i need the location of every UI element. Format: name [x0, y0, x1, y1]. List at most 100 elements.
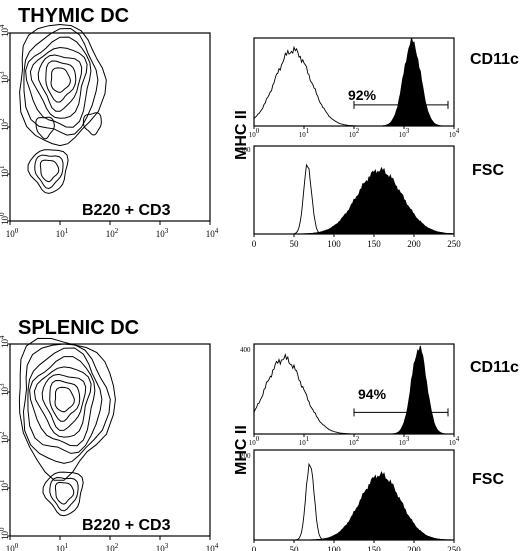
contour-ring	[41, 373, 87, 431]
histogram-x-tick-base: 10	[299, 439, 307, 447]
contour-x-tick-label: 104	[206, 542, 219, 551]
histogram-filled-series	[254, 37, 454, 127]
contour-x-tick-base: 10	[206, 544, 216, 551]
histogram-x-tick-label: 102	[349, 435, 360, 447]
contour-y-tick-exp: 3	[0, 71, 6, 75]
thymic-cd11c-gate-percent: 92%	[348, 87, 377, 103]
contour-x-tick-label: 101	[56, 542, 69, 551]
histogram-x-tick-exp: 2	[356, 435, 360, 443]
histogram-x-tick-label: 103	[399, 435, 410, 447]
contour-y-tick-base: 10	[0, 435, 10, 445]
contour-y-tick-base: 10	[0, 28, 10, 38]
splenic-fsc-curves	[254, 462, 455, 541]
contour-ring	[82, 112, 102, 136]
splenic-cd11c-ticks: 100 101 102 103 104	[249, 434, 460, 447]
splenic-contour-plot: 100101102103104100101102103104 B220 + CD…	[0, 335, 250, 551]
histogram-x-tick-label: 104	[449, 127, 460, 139]
contour-y-tick-base: 10	[0, 339, 10, 349]
histogram-x-tick-base: 10	[349, 131, 357, 139]
histogram-x-tick-exp: 0	[256, 127, 260, 135]
splenic-xlabel: B220 + CD3	[82, 517, 171, 534]
contour-y-tick-exp: 2	[0, 431, 6, 435]
contour-x-tick-base: 10	[56, 544, 66, 551]
splenic-cd11c-gate-percent: 94%	[358, 386, 387, 402]
x-tick-label: 100	[327, 545, 341, 551]
histogram-x-tick-base: 10	[449, 439, 457, 447]
splenic-cd11c-label: CD11c	[470, 359, 519, 376]
thymic-cd11c-gate	[353, 100, 449, 109]
histogram-x-tick-label: 102	[349, 127, 360, 139]
contour-x-tick-exp: 0	[15, 542, 19, 550]
contour-ring	[27, 347, 103, 454]
contour-ring	[33, 366, 92, 438]
histogram-x-tick-base: 10	[249, 131, 257, 139]
contour-x-tick-label: 103	[156, 542, 169, 551]
y-tick-group: 100	[0, 212, 10, 225]
contour-x-tick-base: 10	[156, 544, 166, 551]
splenic-contour-ticks: 100101102103104100101102103104	[0, 335, 219, 551]
y-tick-group: 102	[0, 431, 10, 444]
histogram-x-tick-exp: 2	[356, 127, 360, 135]
contour-ring	[25, 36, 92, 128]
thymic-fsc-histogram: 300 0 50 100 150 200 250 FSC	[240, 145, 504, 249]
contour-x-tick-label: 100	[6, 542, 19, 551]
y-tick-group: 101	[0, 165, 10, 178]
contour-x-tick-base: 10	[6, 544, 16, 551]
contour-x-tick-base: 10	[206, 229, 216, 239]
contour-ring	[39, 159, 60, 183]
contour-x-tick-exp: 1	[65, 227, 69, 235]
contour-y-tick-label: 101	[0, 479, 10, 492]
y-tick-group: 102	[0, 118, 10, 131]
contour-ring	[49, 476, 79, 512]
thymic-cd11c-label: CD11c	[470, 51, 519, 68]
contour-x-tick-exp: 0	[15, 227, 19, 235]
contour-ring	[27, 149, 69, 194]
contour-ring	[29, 356, 96, 447]
contour-x-tick-exp: 3	[165, 227, 169, 235]
contour-y-tick-exp: 1	[0, 165, 6, 169]
contour-x-tick-exp: 4	[215, 227, 219, 235]
contour-y-tick-exp: 2	[0, 118, 6, 122]
x-tick-label: 0	[252, 545, 257, 551]
splenic-block: SPLENIC DC 10010110210310410010110210310…	[0, 317, 519, 551]
histogram-x-tick-label: 103	[399, 127, 410, 139]
histogram-x-tick-base: 10	[449, 131, 457, 139]
contour-y-tick-label: 103	[0, 383, 10, 396]
contour-y-tick-exp: 4	[0, 24, 6, 28]
y-tick-group: 104	[0, 24, 10, 37]
histogram-x-tick-label: 100	[249, 127, 260, 139]
contour-x-tick-base: 10	[56, 229, 66, 239]
contour-x-tick-exp: 1	[65, 542, 69, 550]
contour-ring	[35, 116, 55, 140]
x-tick-label: 0	[252, 239, 257, 249]
thymic-fsc-curves	[254, 163, 455, 235]
contour-y-tick-base: 10	[0, 75, 10, 85]
contour-x-tick-label: 103	[156, 227, 169, 239]
contour-y-tick-label: 104	[0, 335, 10, 348]
x-tick-label: 50	[290, 239, 300, 249]
thymic-fsc-ymax: 300	[240, 146, 251, 154]
contour-ring	[50, 67, 71, 93]
x-tick-label: 250	[447, 239, 461, 249]
histogram-filled-series	[254, 471, 455, 541]
contour-x-tick-exp: 2	[115, 227, 119, 235]
contour-x-tick-label: 100	[6, 227, 19, 239]
thymic-block: THYMIC DC 100101102103104100101102103104…	[0, 5, 519, 249]
histogram-x-tick-exp: 1	[306, 127, 310, 135]
contour-y-tick-label: 101	[0, 165, 10, 178]
contour-y-tick-base: 10	[0, 169, 10, 179]
thymic-title: THYMIC DC	[18, 5, 129, 27]
contour-y-tick-label: 103	[0, 71, 10, 84]
contour-x-tick-exp: 2	[115, 542, 119, 550]
contour-y-tick-exp: 0	[0, 212, 6, 216]
histogram-filled-series	[254, 345, 454, 435]
contour-ring	[49, 379, 81, 422]
x-tick-label: 50	[290, 545, 300, 551]
histogram-x-tick-label: 101	[299, 127, 310, 139]
splenic-cd11c-curves	[253, 345, 454, 435]
y-tick-group: 100	[0, 527, 10, 540]
splenic-cd11c-histogram: 400 100 101 102 103 104 94% CD11c	[240, 343, 519, 447]
contour-ring	[54, 386, 75, 413]
contour-y-tick-exp: 4	[0, 335, 6, 339]
contour-y-tick-base: 10	[0, 387, 10, 397]
